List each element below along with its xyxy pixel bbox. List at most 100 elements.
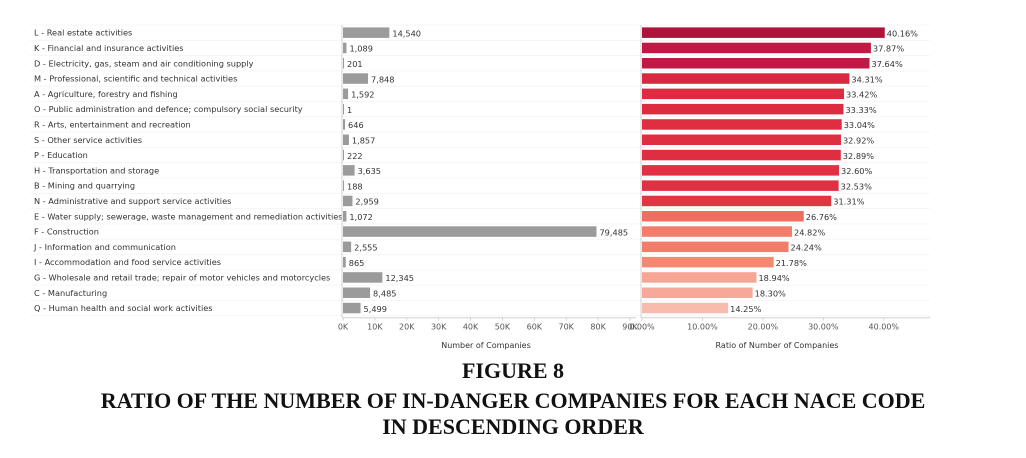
ratio-bar: [642, 226, 793, 237]
count-bar: [343, 88, 349, 100]
count-bar: [343, 58, 344, 69]
ratio-value-label: 37.64%: [872, 59, 903, 69]
count-value-label: 2,555: [354, 243, 377, 253]
count-value-label: 865: [349, 258, 365, 268]
category-label: A - Agriculture, forestry and fishing: [34, 89, 178, 99]
count-tick-label: 70K: [559, 323, 575, 332]
count-bar: [343, 211, 347, 222]
figure-title: RATIO OF THE NUMBER OF IN-DANGER COMPANI…: [0, 388, 1026, 440]
count-bar: [343, 119, 346, 130]
ratio-value-label: 33.42%: [846, 90, 877, 100]
company-count-panel: 14,540 1,089 201 7,848 1,592 1 646 1,857 222 3,63…: [338, 25, 638, 332]
ratio-value-label: 18.30%: [755, 289, 786, 299]
ratio-bar: [642, 149, 841, 161]
count-bar: [343, 180, 344, 191]
category-label: P - Education: [34, 150, 88, 160]
ratio-value-label: 32.60%: [841, 166, 872, 176]
count-value-label: 7,848: [371, 74, 394, 84]
ratio-bar: [642, 119, 842, 130]
x-axis-title-count: Number of Companies: [441, 341, 531, 350]
count-tick-label: 80K: [590, 323, 606, 332]
count-value-label: 14,540: [392, 28, 421, 38]
ratio-value-label: 32.53%: [841, 181, 872, 191]
ratio-value-label: 24.82%: [794, 227, 825, 237]
ratio-value-label: 40.16%: [887, 28, 918, 38]
count-tick-label: 0K: [338, 323, 349, 332]
ratio-bar: [642, 134, 841, 145]
ratio-bar: [642, 211, 804, 222]
count-bar: [343, 134, 349, 145]
count-bar: [343, 149, 344, 161]
ratio-bar: [642, 195, 832, 207]
ratio-panel: 40.16% 37.87% 37.64% 34.31% 33.42% 33.33% 33.0…: [629, 25, 930, 332]
ratio-value-label: 32.92%: [843, 136, 874, 146]
category-label: D - Electricity, gas, steam and air cond…: [34, 58, 254, 68]
count-value-label: 2,959: [355, 197, 378, 207]
count-bar: [343, 103, 344, 115]
category-label: R - Arts, entertainment and recreation: [34, 119, 191, 129]
count-bar: [343, 272, 383, 283]
ratio-value-label: 33.04%: [844, 120, 875, 130]
count-tick-label: 10K: [367, 323, 383, 332]
ratio-bar: [642, 73, 850, 84]
ratio-tick-label: 40.00%: [869, 323, 900, 332]
ratio-tick-label: 30.00%: [808, 323, 839, 332]
ratio-tick-label: 20.00%: [748, 323, 779, 332]
count-value-label: 222: [347, 151, 363, 161]
count-value-label: 79,485: [599, 227, 628, 237]
ratio-bar: [642, 58, 870, 69]
ratio-tick-label: 0.00%: [629, 323, 655, 332]
count-bar: [343, 256, 346, 268]
count-value-label: 1,089: [349, 44, 372, 54]
ratio-value-label: 14.25%: [730, 304, 761, 314]
chart-figure: L - Real estate activities K - Financial …: [30, 24, 930, 350]
count-tick-label: 30K: [431, 323, 447, 332]
ratio-bar: [642, 27, 885, 38]
count-value-label: 12,345: [385, 273, 414, 283]
count-value-label: 201: [347, 59, 363, 69]
category-label: S - Other service activities: [34, 135, 142, 145]
ratio-bar: [642, 241, 789, 253]
count-tick-label: 90K: [622, 323, 638, 332]
category-label: C - Manufacturing: [34, 288, 107, 298]
category-label: E - Water supply; sewerage, waste manage…: [34, 211, 343, 221]
category-label: K - Financial and insurance activities: [34, 43, 184, 53]
category-label: H - Transportation and storage: [34, 165, 159, 175]
category-label: M - Professional, scientific and technic…: [34, 74, 237, 84]
count-value-label: 646: [348, 120, 364, 130]
count-value-label: 1,592: [351, 90, 374, 100]
ratio-tick-label: 10.00%: [687, 323, 718, 332]
category-label: G - Wholesale and retail trade; repair o…: [34, 272, 330, 282]
count-tick-label: 50K: [495, 323, 511, 332]
count-value-label: 188: [347, 181, 363, 191]
count-bar: [343, 165, 355, 176]
count-bar: [343, 287, 371, 298]
category-label: N - Administrative and support service a…: [34, 196, 231, 206]
x-axis-title-ratio: Ratio of Number of Companies: [716, 341, 839, 350]
category-label: F - Construction: [34, 227, 99, 237]
category-label: L - Real estate activities: [34, 28, 132, 38]
ratio-bar: [642, 302, 729, 314]
ratio-bar: [642, 272, 757, 283]
count-bar: [343, 73, 369, 84]
category-label: J - Information and communication: [33, 242, 176, 252]
ratio-value-label: 37.87%: [873, 44, 904, 54]
ratio-bar: [642, 165, 840, 176]
category-labels: L - Real estate activities K - Financial …: [30, 24, 930, 317]
count-value-label: 1,072: [349, 212, 372, 222]
category-label: O - Public administration and defence; c…: [34, 104, 303, 114]
ratio-value-label: 24.24%: [791, 243, 822, 253]
count-bar: [343, 195, 353, 207]
ratio-value-label: 31.31%: [833, 197, 864, 207]
count-bar: [343, 226, 597, 237]
ratio-bar: [642, 103, 844, 115]
ratio-bar: [642, 287, 753, 298]
count-value-label: 8,485: [373, 289, 396, 299]
ratio-bar: [642, 42, 871, 54]
ratio-value-label: 32.89%: [843, 151, 874, 161]
ratio-value-label: 18.94%: [758, 273, 789, 283]
ratio-value-label: 26.76%: [806, 212, 837, 222]
figure-title-line-2: IN DESCENDING ORDER: [382, 414, 644, 439]
ratio-value-label: 33.33%: [845, 105, 876, 115]
count-value-label: 1,857: [352, 136, 375, 146]
